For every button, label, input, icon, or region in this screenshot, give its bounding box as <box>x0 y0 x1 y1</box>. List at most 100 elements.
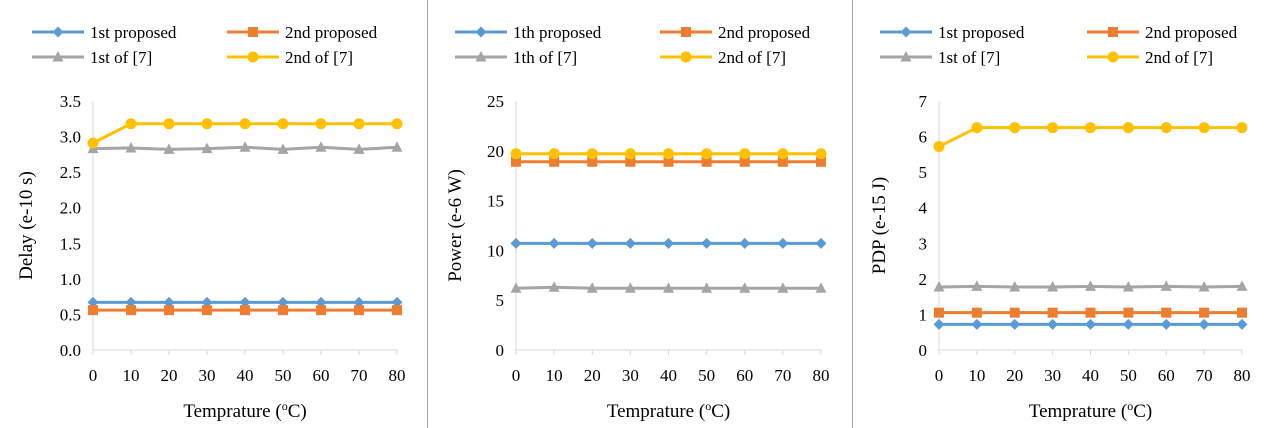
series <box>87 296 403 308</box>
y-tick-label: 0 <box>919 341 928 360</box>
data-point <box>201 142 213 154</box>
series-group <box>933 122 1248 330</box>
legend-item: 2nd of [7] <box>660 48 786 67</box>
y-tick-label: 7 <box>919 92 928 111</box>
legend-marker <box>247 51 259 63</box>
legend-item: 1st proposed <box>32 23 177 42</box>
legend-item: 2nd of [7] <box>1087 48 1213 67</box>
data-point <box>201 118 213 130</box>
data-point <box>971 307 982 318</box>
data-point <box>1009 281 1021 292</box>
data-point <box>87 296 99 308</box>
data-point <box>777 237 789 249</box>
legend-label: 2nd proposed <box>285 23 378 42</box>
series <box>510 281 827 293</box>
y-tick-label: 3 <box>919 234 928 253</box>
y-tick-label: 5 <box>496 291 505 310</box>
data-point <box>934 307 944 318</box>
data-point <box>278 305 288 316</box>
data-point <box>277 118 289 130</box>
data-point <box>1085 280 1096 291</box>
data-point <box>1009 307 1020 318</box>
data-point <box>663 282 674 293</box>
y-tick-label: 3.0 <box>60 128 81 147</box>
data-point <box>353 118 365 130</box>
data-point <box>1236 318 1248 330</box>
data-point <box>1160 318 1172 330</box>
data-point <box>277 143 289 154</box>
legend-label: 2nd of [7] <box>1145 48 1213 67</box>
legend-label: 1th of [7] <box>513 48 577 67</box>
data-point <box>624 282 636 293</box>
data-point <box>739 282 751 293</box>
y-tick-label: 6 <box>919 128 928 147</box>
x-axis-title: Temprature (oC) <box>183 399 306 422</box>
y-axis-title: Delay (e-10 s) <box>16 171 37 280</box>
legend-item: 1st of [7] <box>880 48 1000 67</box>
data-point <box>239 118 251 130</box>
y-tick-label: 2.5 <box>60 163 81 182</box>
x-tick-label: 0 <box>935 366 944 385</box>
data-point <box>815 237 827 249</box>
data-point <box>392 305 402 316</box>
data-point <box>1237 307 1247 318</box>
data-point <box>777 282 789 293</box>
data-point <box>1198 122 1210 134</box>
data-point <box>739 237 751 249</box>
data-point <box>701 148 713 160</box>
data-point <box>1198 318 1210 330</box>
y-tick-label: 25 <box>487 92 504 111</box>
legend-item: 2nd proposed <box>1087 23 1238 42</box>
data-point <box>1009 122 1021 134</box>
x-tick-label: 40 <box>1082 366 1099 385</box>
legend-label: 1th proposed <box>513 23 602 42</box>
data-point <box>816 156 826 167</box>
data-point <box>163 143 175 154</box>
data-point <box>240 305 250 316</box>
data-point <box>777 156 788 167</box>
data-point <box>1085 307 1096 318</box>
y-tick-label: 2 <box>919 270 928 289</box>
x-tick-label: 30 <box>1044 366 1061 385</box>
data-point <box>1085 318 1096 330</box>
data-point <box>625 156 636 167</box>
data-point <box>548 281 560 292</box>
x-tick-label: 50 <box>275 366 292 385</box>
legend-marker <box>52 26 64 38</box>
data-point <box>391 296 403 308</box>
legend: 1th proposed 2nd proposed 1th of [7] 2nd of… <box>455 23 811 67</box>
data-point <box>353 143 365 154</box>
panel-divider <box>427 0 428 428</box>
data-point <box>1160 280 1172 291</box>
legend-label: 2nd of [7] <box>718 48 786 67</box>
series <box>87 118 403 149</box>
y-axis-title: Power (e-6 W) <box>445 169 466 282</box>
legend-marker <box>475 51 487 62</box>
data-point <box>1047 318 1059 330</box>
x-tick-label: 10 <box>546 366 563 385</box>
data-point <box>1009 318 1021 330</box>
series-group <box>87 118 403 316</box>
data-point <box>933 318 945 330</box>
legend-label: 1st proposed <box>90 23 177 42</box>
data-point <box>701 282 713 293</box>
legend-marker <box>475 26 487 38</box>
x-tick-label: 80 <box>389 366 406 385</box>
data-point <box>739 148 751 160</box>
data-point <box>586 282 598 293</box>
data-point <box>391 118 403 130</box>
axes: 0.0 0.5 1.0 1.5 2.0 2.5 3.0 3.5 0 10 20 30 40 50 60 70 8… <box>16 92 406 422</box>
data-point <box>1047 307 1058 318</box>
y-tick-label: 2.0 <box>60 199 81 218</box>
series <box>934 307 1247 318</box>
data-point <box>663 237 674 249</box>
data-point <box>1122 281 1134 292</box>
x-tick-label: 40 <box>660 366 677 385</box>
data-point <box>163 118 175 130</box>
legend-item: 1st proposed <box>880 23 1025 42</box>
y-tick-label: 1.0 <box>60 270 81 289</box>
data-point <box>933 281 945 292</box>
data-point <box>277 296 289 308</box>
data-point <box>510 237 522 249</box>
